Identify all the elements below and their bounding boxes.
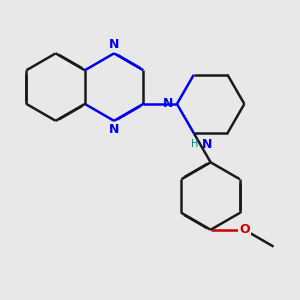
Text: H: H <box>191 139 198 149</box>
Text: N: N <box>202 138 212 151</box>
Text: O: O <box>239 223 250 236</box>
Text: N: N <box>109 123 119 136</box>
Text: N: N <box>109 38 119 51</box>
Text: N: N <box>163 98 174 110</box>
